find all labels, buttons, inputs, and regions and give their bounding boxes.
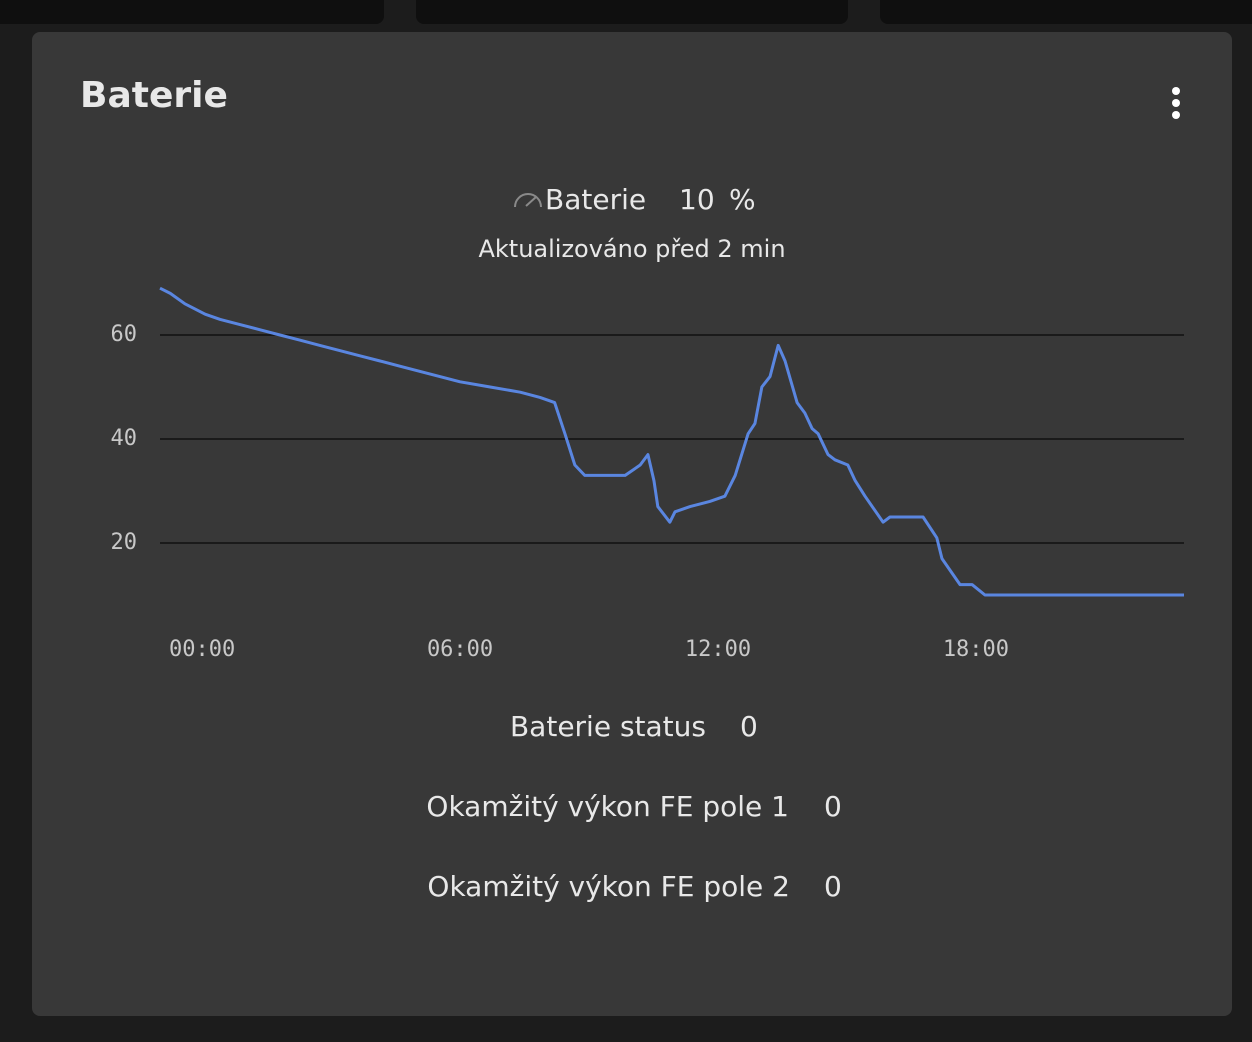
row-name: Baterie status <box>510 710 706 743</box>
card-title: Baterie <box>80 75 228 116</box>
x-tick-label: 06:00 <box>427 637 493 662</box>
row-name: Okamžitý výkon FE pole 1 <box>426 790 789 823</box>
card-above <box>880 0 1252 24</box>
y-tick-label: 20 <box>111 530 138 555</box>
x-tick-label: 18:00 <box>943 637 1009 662</box>
entity-value: 10 <box>679 183 715 216</box>
x-tick-label: 00:00 <box>169 637 235 662</box>
row-value: 0 <box>824 790 842 823</box>
entity-unit: % <box>729 183 756 216</box>
last-updated: Aktualizováno před 2 min <box>478 235 785 263</box>
y-tick-label: 40 <box>111 426 138 451</box>
x-tick-label: 12:00 <box>685 637 751 662</box>
row-value: 0 <box>824 870 842 903</box>
row-name: Okamžitý výkon FE pole 2 <box>427 870 790 903</box>
y-tick-label: 60 <box>111 322 138 347</box>
card-above <box>0 0 384 24</box>
card <box>32 32 1232 1016</box>
menu-button[interactable] <box>1172 87 1180 119</box>
row-value: 0 <box>740 710 758 743</box>
gauge-icon <box>514 193 542 208</box>
entity-name: Baterie <box>545 183 646 216</box>
line-series <box>159 286 1184 597</box>
card-above <box>416 0 848 24</box>
